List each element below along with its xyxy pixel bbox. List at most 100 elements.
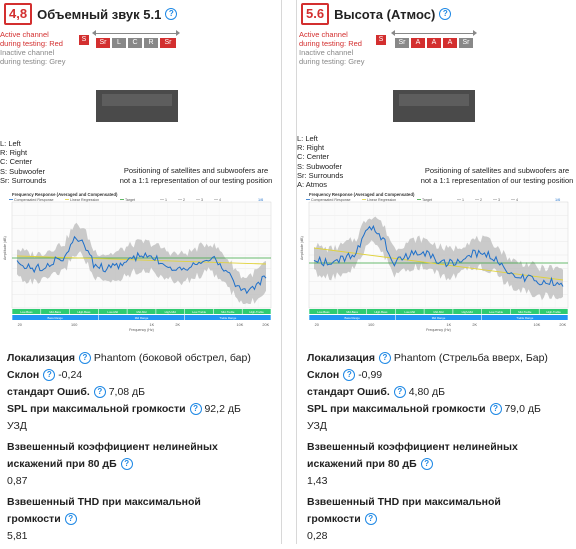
metrics-list: Локализация? Phantom (Стрельба вверх, Ба… <box>307 350 576 549</box>
x-tick-label: 10K <box>237 323 244 327</box>
legend-item: Target <box>125 198 135 202</box>
section-title: Высота (Атмос) <box>334 6 436 22</box>
help-icon[interactable]: ? <box>189 403 202 416</box>
band-segment <box>41 309 70 314</box>
subwoofer-speaker: S <box>79 35 89 45</box>
help-icon[interactable]: ? <box>120 458 133 471</box>
key-item: L: Left <box>0 139 21 148</box>
speaker-diagram: Active channel during testing: Red Inact… <box>297 26 576 192</box>
x-tick-label: 20 <box>18 323 22 327</box>
section-header: 4,8 Объемный звук 5.1 ? <box>4 3 178 25</box>
legend-item: Linear Regression <box>70 198 99 202</box>
band-label: Mid-Bass <box>49 310 61 314</box>
help-icon[interactable]: ? <box>64 513 77 526</box>
legend-inactive-1: Inactive channel <box>299 48 354 57</box>
metric-thdmax: громкости? <box>307 511 576 528</box>
legend-item: 3 <box>201 198 203 202</box>
help-icon[interactable]: ? <box>420 458 433 471</box>
legend-active-2: during testing: Red <box>0 39 63 48</box>
x-tick-label: 20K <box>559 323 566 327</box>
band-segment <box>481 315 568 320</box>
key-item: A: Atmos <box>297 180 328 190</box>
note-line: not a 1:1 representation of our testing … <box>119 176 273 185</box>
help-icon[interactable]: ? <box>343 369 356 382</box>
panel-surround: 4,8 Объемный звук 5.1 ? Active channel d… <box>0 0 282 544</box>
key-item: R: Right <box>0 148 28 158</box>
metric-localization: Локализация? Phantom (боковой обстрел, б… <box>7 350 277 367</box>
speaker-surround-right: Sr <box>160 38 176 48</box>
legend-inactive-2: during testing: Grey <box>0 57 66 66</box>
metric-label: стандарт Ошиб. <box>307 386 390 398</box>
band-label: High-Mid <box>165 310 177 314</box>
band-segment <box>453 309 482 314</box>
help-icon[interactable]: ? <box>489 403 502 416</box>
band-label: Low-Mid <box>107 310 118 314</box>
metric-value: -0,24 <box>58 369 83 381</box>
band-segment <box>12 315 99 320</box>
band-label: Mid-Treble <box>518 310 532 314</box>
legend-item: 2 <box>480 198 482 202</box>
band-label: High-Bass <box>77 310 91 314</box>
help-icon[interactable]: ? <box>78 352 91 365</box>
positioning-note: Positioning of satellites and subwoofers… <box>116 166 276 186</box>
legend-inactive-1: Inactive channel <box>0 48 55 57</box>
band-label: Mid-Mid <box>137 310 147 314</box>
band-label: Low-Bass <box>20 310 33 314</box>
metric-slope: Склон? -0,99 <box>307 367 576 384</box>
x-tick-label: 100 <box>368 323 374 327</box>
band-segment <box>539 309 568 314</box>
metric-label: Взвешенный THD при максимальной <box>307 496 501 508</box>
metric-value: 1,43 <box>307 475 328 487</box>
x-axis-label: Frequency (Hz) <box>129 328 154 332</box>
channel-legend: Active channel during testing: Red Inact… <box>299 30 364 66</box>
metric-label: Взвешенный коэффициент нелинейных <box>307 441 518 453</box>
band-segment <box>127 309 156 314</box>
metric-value: 0,28 <box>307 530 328 542</box>
channel-legend: Active channel during testing: Red Inact… <box>0 30 65 66</box>
legend-item: 4 <box>219 198 221 202</box>
metric-label: Склон <box>307 369 340 381</box>
band-label: Mid-Treble <box>221 310 235 314</box>
help-icon[interactable]: ? <box>364 513 377 526</box>
arrow-line <box>96 33 176 34</box>
key-item: C: Center <box>297 152 330 162</box>
section-title: Объемный звук 5.1 <box>37 6 162 22</box>
help-icon[interactable]: ? <box>393 386 406 399</box>
metric-unit: УЗД <box>7 420 27 432</box>
band-label: Mid-Mid <box>434 310 444 314</box>
frequency-response-chart: Frequency Response (Averaged and Compens… <box>3 192 272 332</box>
metric-label: Взвешенный THD при максимальной <box>7 496 201 508</box>
y-axis-label: Amplitude (dB) <box>300 236 304 260</box>
metric-thd80: искажений при 80 дБ? <box>307 456 576 473</box>
band-segment <box>510 309 539 314</box>
band-segment <box>184 315 271 320</box>
speaker-key-list: L: Left R: Right C: Center S: Subwoofer … <box>0 139 46 185</box>
help-icon[interactable]: ? <box>93 386 106 399</box>
band-label: Low-Mid <box>404 310 415 314</box>
band-segment <box>395 309 424 314</box>
help-icon[interactable]: ? <box>378 352 391 365</box>
metric-label: SPL при максимальной громкости <box>7 403 186 415</box>
speaker-diagram: Active channel during testing: Red Inact… <box>0 26 281 192</box>
legend-active-1: Active channel <box>299 30 348 39</box>
help-icon[interactable]: ? <box>43 369 56 382</box>
help-icon[interactable]: ? <box>165 8 178 20</box>
metric-label: искажений при 80 дБ <box>7 458 117 470</box>
score-badge: 4,8 <box>4 3 33 25</box>
band-label: Low-Bass <box>317 310 330 314</box>
band-segment <box>242 309 271 314</box>
metric-value: Phantom (боковой обстрел, бар) <box>93 352 251 364</box>
zoom-control: 1/6 <box>258 198 263 202</box>
help-icon[interactable]: ? <box>439 8 452 20</box>
metric-thdmax: громкости? <box>7 511 277 528</box>
metric-label: Локализация <box>7 352 75 364</box>
metric-value: 5,81 <box>7 530 28 542</box>
metric-value: 79,0 дБ <box>504 403 541 415</box>
band-segment <box>69 309 99 314</box>
chart-title: Frequency Response (Averaged and Compens… <box>309 192 415 197</box>
metric-spl: SPL при максимальной громкости? 92,2 дБ <box>7 401 277 418</box>
section-header: 5.6 Высота (Атмос) ? <box>301 3 452 25</box>
band-label: Bass Range <box>48 316 64 320</box>
speaker-key-list: L: Left R: Right C: Center S: Subwoofer … <box>297 134 343 189</box>
legend-item: Target <box>422 198 432 202</box>
